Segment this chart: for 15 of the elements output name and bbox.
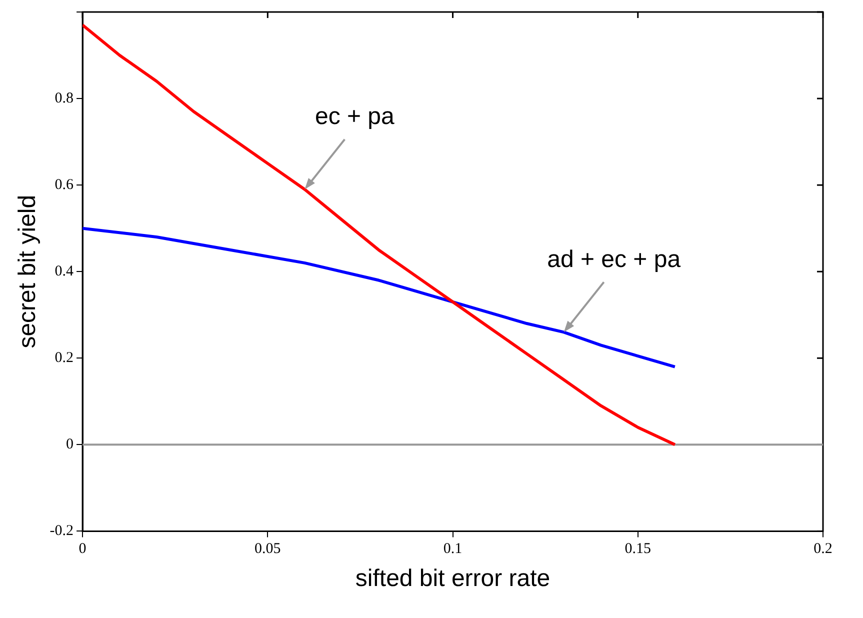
x-tick-label: 0.1 bbox=[443, 541, 462, 558]
x-tick-label: 0.05 bbox=[254, 541, 281, 558]
y-tick-label: 0.2 bbox=[54, 350, 74, 366]
annotation: ec + pa bbox=[314, 103, 396, 130]
annotation: ad + ec + pa bbox=[547, 246, 682, 273]
y-tick-label: 0 bbox=[66, 436, 74, 453]
y-tick-label: 0.8 bbox=[54, 90, 74, 106]
y-tick-label: 0.4 bbox=[54, 264, 74, 280]
x-tick-label: 0.15 bbox=[624, 541, 652, 558]
y-tick-label: 0.6 bbox=[54, 177, 74, 194]
y-tick-label: -0.2 bbox=[50, 523, 74, 540]
x-tick-label: 0.2 bbox=[814, 541, 832, 558]
x-tick-label: 0 bbox=[78, 541, 86, 558]
y-axis-title: secret bit yield bbox=[14, 194, 42, 348]
x-axis-title: sifted bit error rate bbox=[355, 565, 550, 592]
